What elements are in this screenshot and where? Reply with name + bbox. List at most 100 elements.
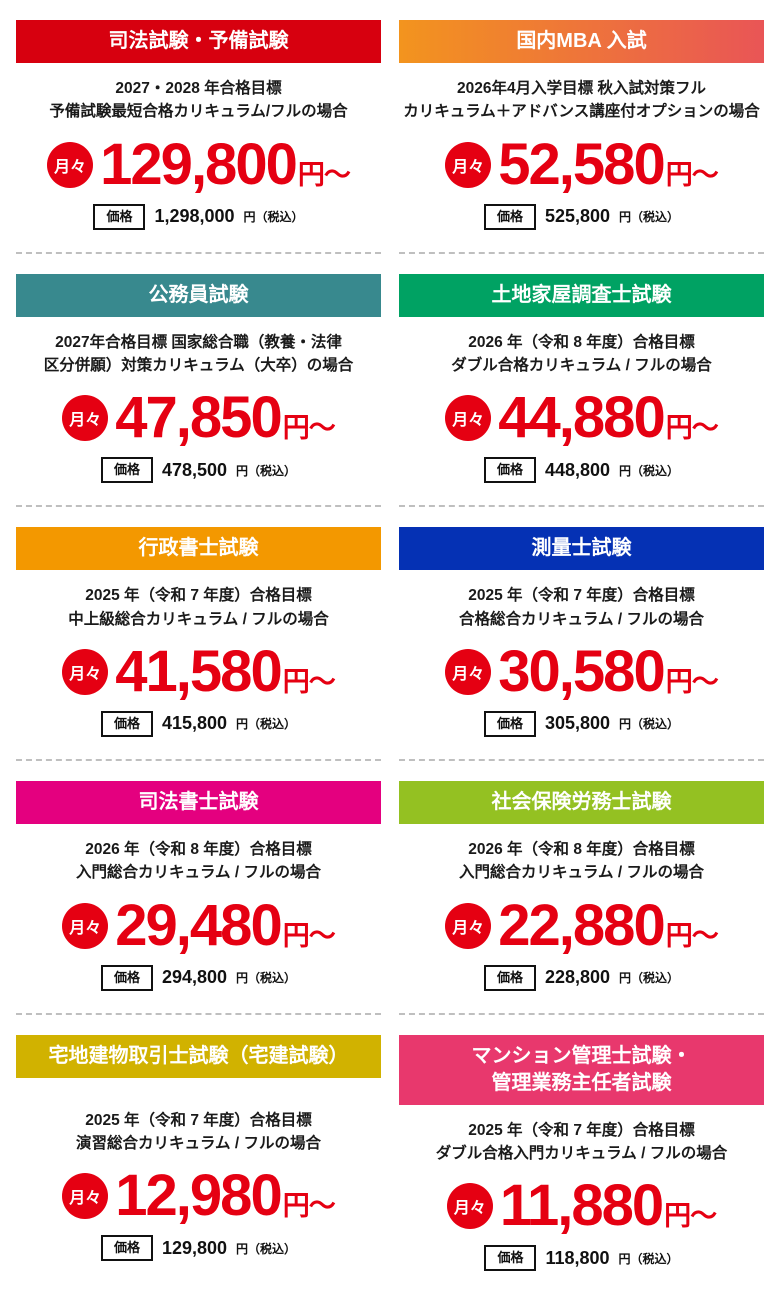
- price-label: 価格: [483, 457, 536, 484]
- course-card-mba: 国内MBA 入試 2026年4月入学目標 秋入試対策フル カリキュラム＋アドバン…: [399, 20, 764, 254]
- monthly-price: 47,850: [115, 385, 282, 451]
- monthly-price: 30,580: [498, 638, 665, 704]
- total-price-line: 価格 415,800 円（税込）: [16, 710, 381, 738]
- monthly-badge: 月々: [445, 395, 492, 442]
- course-title-banner: 司法試験・予備試験: [16, 20, 381, 63]
- yen-from-suffix: 円〜: [664, 1201, 717, 1232]
- tax-included-suffix: 円（税込）: [619, 717, 680, 732]
- tax-included-suffix: 円（税込）: [236, 971, 297, 986]
- yen-from-suffix: 円〜: [282, 666, 336, 697]
- pricing-row: 行政書士試験 2025 年（令和 7 年度）合格目標 中上級総合カリキュラム /…: [16, 527, 764, 762]
- total-price: 118,800: [545, 1247, 610, 1268]
- price-label: 価格: [483, 203, 536, 230]
- description-line1: 2027年合格目標 国家総合職（教養・法律: [55, 333, 342, 351]
- course-description: 2026年4月入学目標 秋入試対策フル カリキュラム＋アドバンス講座付オプション…: [399, 77, 764, 124]
- monthly-badge: 月々: [62, 1173, 109, 1220]
- description-line2: 予備試験最短合格カリキュラム/フルの場合: [49, 103, 348, 121]
- monthly-badge: 月々: [446, 1183, 493, 1230]
- price-label: 価格: [100, 710, 153, 738]
- price-group: 47,850 円〜: [115, 385, 336, 451]
- monthly-price-line: 月々 47,850 円〜: [16, 389, 381, 447]
- price-group: 41,580 円〜: [115, 638, 336, 704]
- price-label: 価格: [483, 964, 536, 991]
- yen-from-suffix: 円〜: [665, 413, 719, 444]
- course-description: 2027・2028 年合格目標 予備試験最短合格カリキュラム/フルの場合: [16, 77, 381, 124]
- monthly-badge: 月々: [47, 141, 94, 188]
- description-line2: 合格総合カリキュラム / フルの場合: [459, 610, 704, 628]
- tax-included-suffix: 円（税込）: [618, 1251, 679, 1266]
- course-description: 2025 年（令和 7 年度）合格目標 中上級総合カリキュラム / フルの場合: [16, 584, 381, 631]
- total-price: 1,298,000: [154, 206, 235, 227]
- pricing-row: 宅地建物取引士試験（宅建試験） 2025 年（令和 7 年度）合格目標 演習総合…: [16, 1034, 764, 1286]
- course-title-banner: 測量士試験: [399, 527, 764, 571]
- monthly-badge: 月々: [445, 141, 492, 188]
- total-price: 305,800: [544, 713, 611, 734]
- course-title: 土地家屋調査士試験: [491, 283, 672, 306]
- total-price-line: 価格 525,800 円（税込）: [399, 203, 764, 230]
- pricing-row: 司法書士試験 2026 年（令和 8 年度）合格目標 入門総合カリキュラム / …: [16, 781, 764, 1015]
- total-price-line: 価格 478,500 円（税込）: [16, 457, 381, 484]
- course-title-banner: 行政書士試験: [16, 527, 381, 571]
- banner-wrap: 行政書士試験: [16, 527, 381, 571]
- monthly-price: 22,880: [498, 892, 665, 958]
- total-price: 415,800: [161, 713, 228, 734]
- description-line1: 2026 年（令和 8 年度）合格目標: [468, 333, 695, 351]
- total-price: 294,800: [161, 967, 228, 988]
- price-group: 11,880 円〜: [499, 1173, 717, 1239]
- monthly-badge: 月々: [445, 648, 492, 695]
- course-title: 司法試験・予備試験: [108, 30, 289, 52]
- monthly-price: 44,880: [498, 385, 665, 451]
- course-title: 測量士試験: [531, 537, 632, 560]
- course-card-takken: 宅地建物取引士試験（宅建試験） 2025 年（令和 7 年度）合格目標 演習総合…: [16, 1034, 381, 1286]
- course-card-komuin: 公務員試験 2027年合格目標 国家総合職（教養・法律 区分併願）対策カリキュラ…: [16, 273, 381, 508]
- monthly-badge: 月々: [62, 902, 109, 949]
- description-line2: カリキュラム＋アドバンス講座付オプションの場合: [403, 103, 760, 121]
- price-label: 価格: [483, 710, 536, 738]
- yen-from-suffix: 円〜: [282, 1191, 336, 1222]
- course-title: 国内MBA 入試: [516, 30, 647, 52]
- yen-from-suffix: 円〜: [297, 159, 351, 190]
- total-price: 478,500: [161, 459, 228, 480]
- tax-included-suffix: 円（税込）: [619, 210, 680, 225]
- tax-included-suffix: 円（税込）: [619, 463, 680, 478]
- monthly-price-line: 月々 44,880 円〜: [399, 389, 764, 447]
- course-title: 社会保険労務士試験: [491, 791, 672, 814]
- total-price-line: 価格 1,298,000 円（税込）: [16, 203, 381, 230]
- course-title-banner: 土地家屋調査士試験: [399, 273, 764, 317]
- total-price: 129,800: [161, 1237, 228, 1258]
- description-line2: 区分併願）対策カリキュラム（大卒）の場合: [43, 356, 354, 374]
- total-price-line: 価格 129,800 円（税込）: [16, 1235, 381, 1262]
- monthly-price: 11,880: [499, 1173, 664, 1239]
- monthly-badge: 月々: [62, 648, 109, 695]
- course-description: 2027年合格目標 国家総合職（教養・法律 区分併願）対策カリキュラム（大卒）の…: [16, 331, 381, 378]
- course-title-banner: マンション管理士試験・ 管理業務主任者試験: [399, 1034, 764, 1105]
- description-line2: 中上級総合カリキュラム / フルの場合: [68, 610, 329, 628]
- monthly-price-line: 月々 52,580 円〜: [399, 135, 764, 194]
- monthly-price: 12,980: [115, 1163, 282, 1229]
- monthly-price: 129,800: [100, 131, 298, 197]
- banner-wrap: 社会保険労務士試験: [399, 781, 764, 825]
- total-price-line: 価格 228,800 円（税込）: [399, 964, 764, 991]
- price-group: 44,880 円〜: [498, 385, 719, 451]
- yen-from-suffix: 円〜: [282, 413, 336, 444]
- description-line2: 入門総合カリキュラム / フルの場合: [76, 864, 321, 882]
- course-title: 宅地建物取引士試験（宅建試験）: [48, 1044, 349, 1067]
- course-title-banner: 公務員試験: [16, 273, 381, 317]
- monthly-price: 41,580: [115, 638, 282, 704]
- banner-wrap: 司法書士試験: [16, 781, 381, 825]
- price-group: 29,480 円〜: [115, 896, 335, 955]
- course-card-sharoushi: 社会保険労務士試験 2026 年（令和 8 年度）合格目標 入門総合カリキュラム…: [399, 781, 764, 1015]
- total-price-line: 価格 294,800 円（税込）: [16, 964, 381, 991]
- yen-from-suffix: 円〜: [665, 920, 719, 951]
- tax-included-suffix: 円（税込）: [236, 463, 297, 478]
- total-price-line: 価格 448,800 円（税込）: [399, 457, 764, 484]
- total-price: 525,800: [544, 206, 611, 227]
- description-line2: ダブル合格カリキュラム / フルの場合: [451, 356, 712, 374]
- description-line2: 入門総合カリキュラム / フルの場合: [459, 864, 704, 882]
- course-title-line2: 管理業務主任者試験: [491, 1071, 672, 1094]
- course-title: マンション管理士試験・: [471, 1044, 692, 1067]
- description-line2: ダブル合格入門カリキュラム / フルの場合: [435, 1145, 728, 1162]
- pricing-row: 司法試験・予備試験 2027・2028 年合格目標 予備試験最短合格カリキュラム…: [16, 20, 764, 254]
- course-title-banner: 司法書士試験: [16, 781, 381, 825]
